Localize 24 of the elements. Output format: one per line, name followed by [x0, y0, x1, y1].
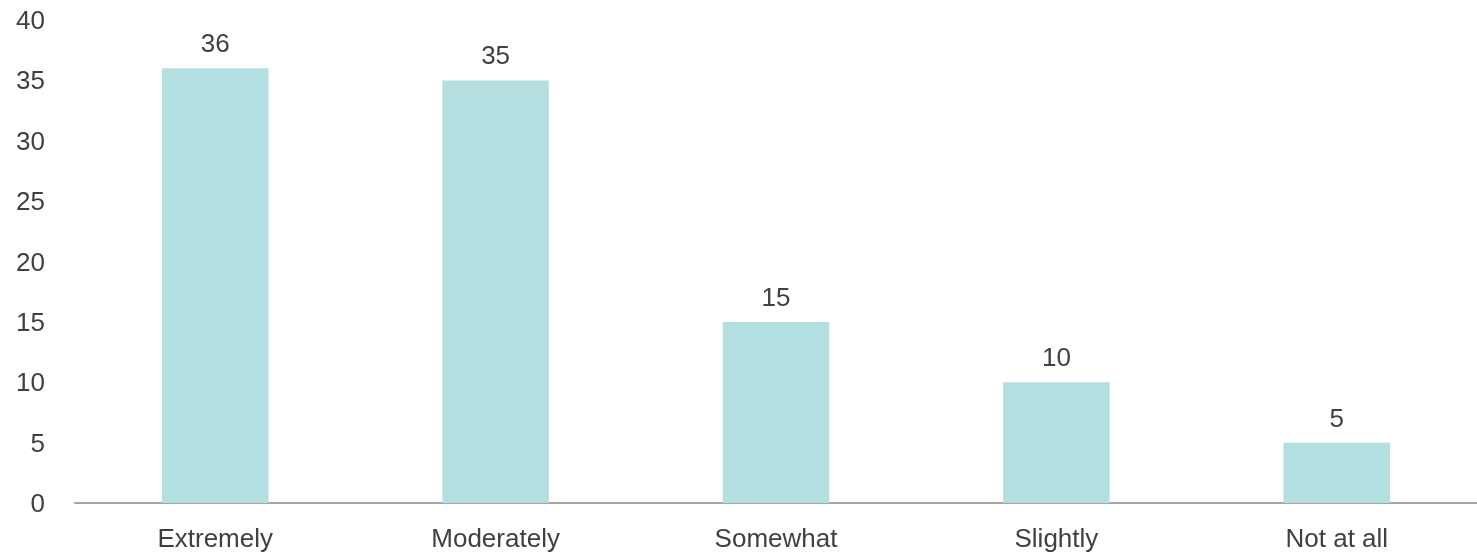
x-tick-label: Slightly [1014, 523, 1099, 553]
data-label: 10 [1041, 342, 1071, 373]
x-tick-label: Not at all [1285, 523, 1389, 553]
y-tick-label: 10 [16, 367, 45, 398]
y-tick-label: 5 [30, 427, 45, 458]
y-tick-label: 15 [16, 306, 45, 337]
bar [722, 321, 830, 503]
y-tick-label: 20 [16, 246, 45, 277]
x-tick-label: Somewhat [714, 523, 839, 553]
y-tick-label: 25 [16, 186, 45, 217]
y-tick-label: 35 [16, 65, 45, 96]
bar [1283, 442, 1391, 503]
bar [161, 68, 269, 503]
data-label: 15 [761, 281, 791, 312]
x-tick-label: Moderately [431, 523, 560, 553]
data-label: 36 [200, 28, 230, 59]
data-label: 35 [481, 40, 511, 71]
bar [442, 80, 549, 503]
y-tick-label: 40 [16, 5, 45, 35]
data-label: 5 [1329, 402, 1345, 433]
y-tick-label: 0 [30, 488, 45, 518]
x-tick-label: Extremely [157, 523, 273, 553]
bar [1003, 382, 1110, 503]
y-tick-label: 30 [16, 125, 45, 156]
